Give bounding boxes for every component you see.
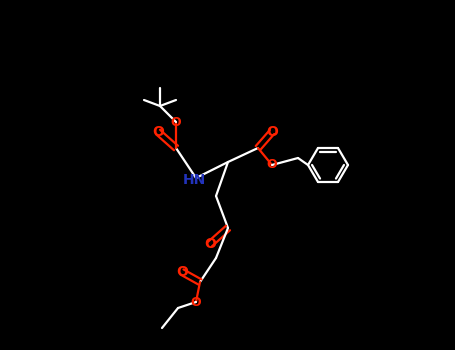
- Text: O: O: [171, 116, 181, 128]
- Text: HN: HN: [182, 173, 206, 187]
- Text: O: O: [204, 237, 216, 251]
- Text: O: O: [266, 125, 278, 139]
- Text: O: O: [267, 159, 277, 172]
- Text: O: O: [191, 295, 201, 308]
- Text: O: O: [152, 125, 164, 139]
- Text: O: O: [176, 265, 188, 279]
